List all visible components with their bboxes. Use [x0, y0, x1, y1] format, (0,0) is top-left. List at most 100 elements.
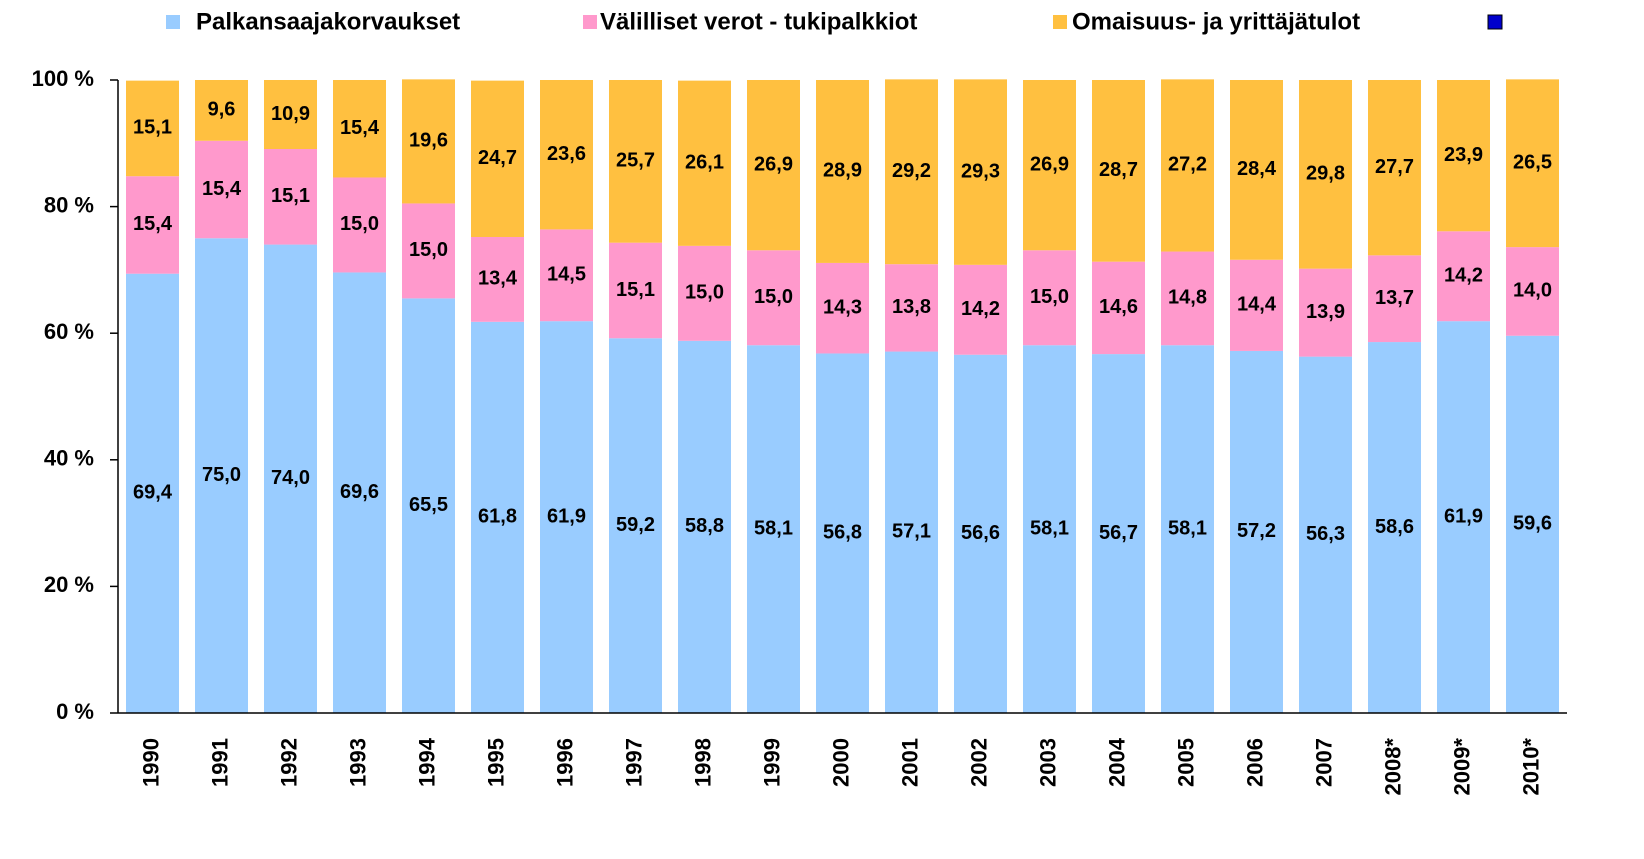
data-label: 29,3 [961, 160, 1000, 182]
data-label: 59,6 [1513, 513, 1552, 535]
data-label: 15,4 [202, 178, 242, 200]
bar-segment [678, 80, 731, 246]
bar-segment [678, 340, 731, 713]
x-tick-label: 2007 [1311, 738, 1336, 787]
data-label: 15,1 [133, 117, 172, 139]
bar-segment [1368, 342, 1421, 713]
x-tick-label: 2002 [966, 738, 991, 787]
bar-segment [1161, 345, 1214, 713]
data-label: 57,2 [1237, 520, 1276, 542]
x-tick-label: 1992 [276, 738, 301, 787]
bar-segment [747, 345, 800, 713]
bar-segment [885, 79, 938, 265]
x-tick-label: 2010* [1518, 738, 1543, 796]
legend-label: Omaisuus- ja yrittäjätulot [1072, 8, 1360, 35]
x-tick-label: 1994 [414, 737, 439, 787]
bar-segment [1506, 335, 1559, 713]
x-tick-label: 2004 [1104, 737, 1129, 787]
bar-segment [1506, 247, 1559, 336]
data-label: 56,3 [1306, 523, 1345, 545]
data-label: 26,5 [1513, 152, 1552, 174]
bar-segment [1437, 231, 1490, 322]
bar-segment [264, 244, 317, 713]
x-tick-label: 1990 [138, 738, 163, 787]
bar-segment [1506, 79, 1559, 248]
data-label: 29,8 [1306, 163, 1345, 185]
data-label: 13,4 [478, 268, 518, 290]
y-tick-label: 100 % [32, 66, 94, 91]
data-label: 10,9 [271, 103, 310, 125]
bar-segment [609, 242, 662, 339]
bar-segment [126, 273, 179, 713]
bar-segment [1023, 250, 1076, 346]
bar-segment [402, 79, 455, 204]
data-label: 56,7 [1099, 522, 1138, 544]
data-label: 59,2 [616, 514, 655, 536]
data-label: 15,4 [340, 117, 380, 139]
data-label: 29,2 [892, 160, 931, 182]
data-label: 15,0 [754, 286, 793, 308]
data-label: 56,6 [961, 522, 1000, 544]
x-tick-label: 1996 [552, 738, 577, 787]
bar-segment [1299, 268, 1352, 357]
x-tick-label: 1999 [759, 738, 784, 787]
bar-segment [747, 80, 800, 251]
data-label: 14,4 [1237, 294, 1277, 316]
data-label: 23,9 [1444, 144, 1483, 166]
bar-segment [885, 351, 938, 713]
legend-swatch [1487, 14, 1503, 30]
bar-segment [402, 203, 455, 299]
data-label: 58,8 [685, 515, 724, 537]
legend-label: Välilliset verot - tukipalkkiot [600, 8, 917, 35]
data-label: 75,0 [202, 464, 241, 486]
data-label: 69,4 [133, 482, 173, 504]
bar-segment [333, 177, 386, 273]
data-label: 23,6 [547, 143, 586, 165]
x-tick-label: 1998 [690, 738, 715, 787]
data-label: 26,9 [1030, 153, 1069, 175]
bar-segment [540, 229, 593, 322]
data-label: 14,0 [1513, 280, 1552, 302]
data-label: 26,9 [754, 153, 793, 175]
bar-segment [1092, 80, 1145, 262]
data-label: 58,1 [1030, 517, 1069, 539]
data-label: 15,1 [271, 185, 310, 207]
bar-segment [126, 80, 179, 177]
x-tick-label: 2005 [1173, 738, 1198, 787]
data-label: 24,7 [478, 147, 517, 169]
bar-segment [609, 80, 662, 243]
bar-segment [471, 321, 524, 713]
x-tick-label: 2006 [1242, 738, 1267, 787]
x-tick-label: 1995 [483, 738, 508, 787]
bar-segment [1299, 356, 1352, 713]
y-tick-label: 0 % [56, 699, 94, 724]
bar-segment [1437, 321, 1490, 713]
data-label: 74,0 [271, 467, 310, 489]
data-label: 19,6 [409, 130, 448, 152]
y-tick-label: 80 % [44, 192, 94, 217]
bar-segment [1368, 255, 1421, 343]
data-label: 13,8 [892, 296, 931, 318]
data-label: 58,1 [1168, 517, 1207, 539]
x-tick-label: 2003 [1035, 738, 1060, 787]
bar-segment [1368, 80, 1421, 256]
data-label: 15,0 [409, 239, 448, 261]
data-label: 15,0 [340, 213, 379, 235]
bar-segment [1230, 350, 1283, 713]
bar-segment [1023, 345, 1076, 713]
data-label: 56,8 [823, 522, 862, 544]
data-label: 65,5 [409, 494, 448, 516]
data-label: 15,4 [133, 213, 173, 235]
legend-label: Palkansaajakorvaukset [196, 8, 460, 35]
bar-segment [678, 245, 731, 341]
data-label: 14,8 [1168, 287, 1207, 309]
bar-segment [954, 354, 1007, 713]
data-label: 13,7 [1375, 287, 1414, 309]
data-label: 15,0 [1030, 286, 1069, 308]
x-tick-label: 1993 [345, 738, 370, 787]
data-label: 61,9 [547, 505, 586, 527]
data-label: 58,6 [1375, 516, 1414, 538]
bar-segment [333, 80, 386, 178]
bar-segment [471, 236, 524, 322]
